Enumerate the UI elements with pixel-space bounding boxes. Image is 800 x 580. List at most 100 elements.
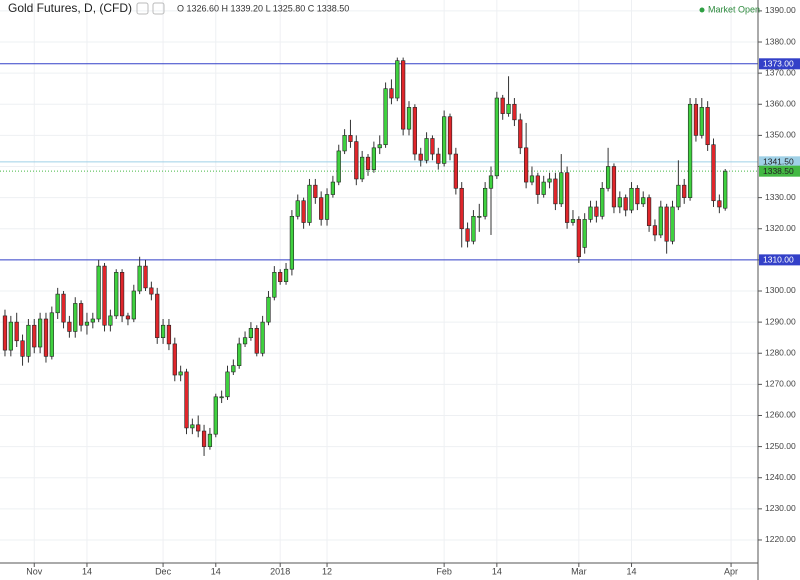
candle-body — [582, 219, 587, 248]
candle-body — [37, 318, 43, 348]
candle-body — [324, 194, 330, 220]
candle-body — [588, 206, 593, 220]
candle-body — [570, 219, 576, 223]
candle-body — [547, 178, 552, 183]
candle-body — [248, 328, 254, 338]
candle-body — [84, 321, 90, 326]
candle-body — [301, 200, 306, 223]
y-tick-label: 1330.00 — [765, 192, 796, 202]
candle-body — [2, 315, 8, 351]
candle-body — [418, 153, 423, 161]
candle-body — [401, 60, 406, 130]
candle-body — [49, 312, 54, 357]
x-tick-label: Nov — [26, 566, 43, 576]
candle-body — [178, 371, 183, 376]
candle-body — [658, 206, 663, 236]
candle-body — [8, 321, 13, 351]
candle-body — [471, 215, 476, 242]
candle-body — [459, 187, 464, 230]
candle-body — [664, 206, 669, 242]
candle-body — [14, 321, 19, 342]
candle-body — [237, 343, 242, 366]
axis-labels: 1220.00 1230.00 1240.00 1250.00 1260.00 1270.… — [26, 5, 800, 576]
y-tick-label: 1230.00 — [765, 503, 796, 513]
x-tick-label: 12 — [322, 566, 332, 576]
y-tick-label: 1290.00 — [765, 316, 796, 326]
level-price-label: 1310.00 — [763, 255, 794, 265]
candle-body — [529, 175, 535, 183]
candle-body — [524, 147, 529, 183]
candle-body — [125, 315, 131, 320]
candle-body — [711, 144, 716, 202]
level-price-label: 1338.50 — [763, 166, 794, 176]
candle-body — [483, 187, 488, 217]
level-price-box — [759, 165, 800, 177]
candle-body — [201, 430, 207, 447]
market-status: Market Open — [708, 4, 760, 14]
candle-body — [289, 215, 295, 270]
candle-body — [330, 181, 336, 195]
candle-body — [67, 321, 72, 332]
candle-body — [559, 172, 564, 205]
candle-body — [348, 135, 353, 142]
candle-body — [635, 187, 640, 205]
candle-body — [319, 197, 324, 220]
candle-body — [266, 296, 271, 323]
candle-body — [307, 184, 312, 223]
x-tick-label: Apr — [724, 566, 738, 576]
level-price-box — [759, 58, 800, 70]
candle-body — [213, 396, 218, 435]
candle-body — [518, 119, 523, 149]
candles — [2, 57, 728, 456]
candle-body — [617, 197, 622, 208]
y-tick-label: 1380.00 — [765, 36, 796, 46]
candle-body — [283, 268, 289, 282]
x-tick-label: Feb — [436, 566, 452, 576]
candle-body — [143, 265, 148, 289]
candle-body — [313, 184, 318, 198]
x-tick-label: 14 — [211, 566, 221, 576]
candle-body — [336, 150, 341, 183]
candle-body — [377, 144, 382, 149]
x-tick-label: 2018 — [270, 566, 290, 576]
candle-body — [670, 206, 675, 242]
y-tick-label: 1320.00 — [765, 223, 796, 233]
candle-body — [389, 88, 394, 99]
candle-body — [78, 303, 84, 326]
candle-body — [166, 324, 172, 345]
candle-body — [652, 225, 658, 236]
price-axis — [758, 0, 800, 580]
y-tick-label: 1220.00 — [765, 534, 796, 544]
y-tick-label: 1270.00 — [765, 379, 796, 389]
candle-body — [242, 337, 248, 345]
level-price-box — [759, 156, 800, 168]
y-tick-label: 1250.00 — [765, 441, 796, 451]
candle-body — [687, 103, 693, 198]
candle-body — [424, 138, 429, 161]
candle-body — [55, 293, 60, 314]
candle-body — [90, 318, 95, 323]
time-axis — [0, 563, 758, 580]
candle-body — [641, 197, 646, 205]
y-tick-label: 1370.00 — [765, 67, 796, 77]
candle-body — [32, 324, 37, 348]
candle-body — [360, 156, 365, 180]
status-dot — [699, 7, 705, 13]
candle-body — [196, 424, 201, 432]
candle-body — [676, 184, 681, 208]
icon-settings[interactable] — [152, 2, 165, 15]
icon-hide[interactable] — [136, 2, 149, 15]
y-tick-label: 1280.00 — [765, 347, 796, 357]
candle-body — [102, 265, 107, 326]
y-tick-label: 1360.00 — [765, 99, 796, 109]
candle-body — [412, 107, 417, 155]
candle-body — [646, 197, 652, 226]
candle-body — [131, 290, 136, 320]
candle-body — [96, 265, 101, 320]
candle-body — [395, 60, 400, 99]
candle-body — [207, 433, 213, 447]
candle-body — [693, 103, 699, 136]
candle-body — [442, 116, 447, 164]
